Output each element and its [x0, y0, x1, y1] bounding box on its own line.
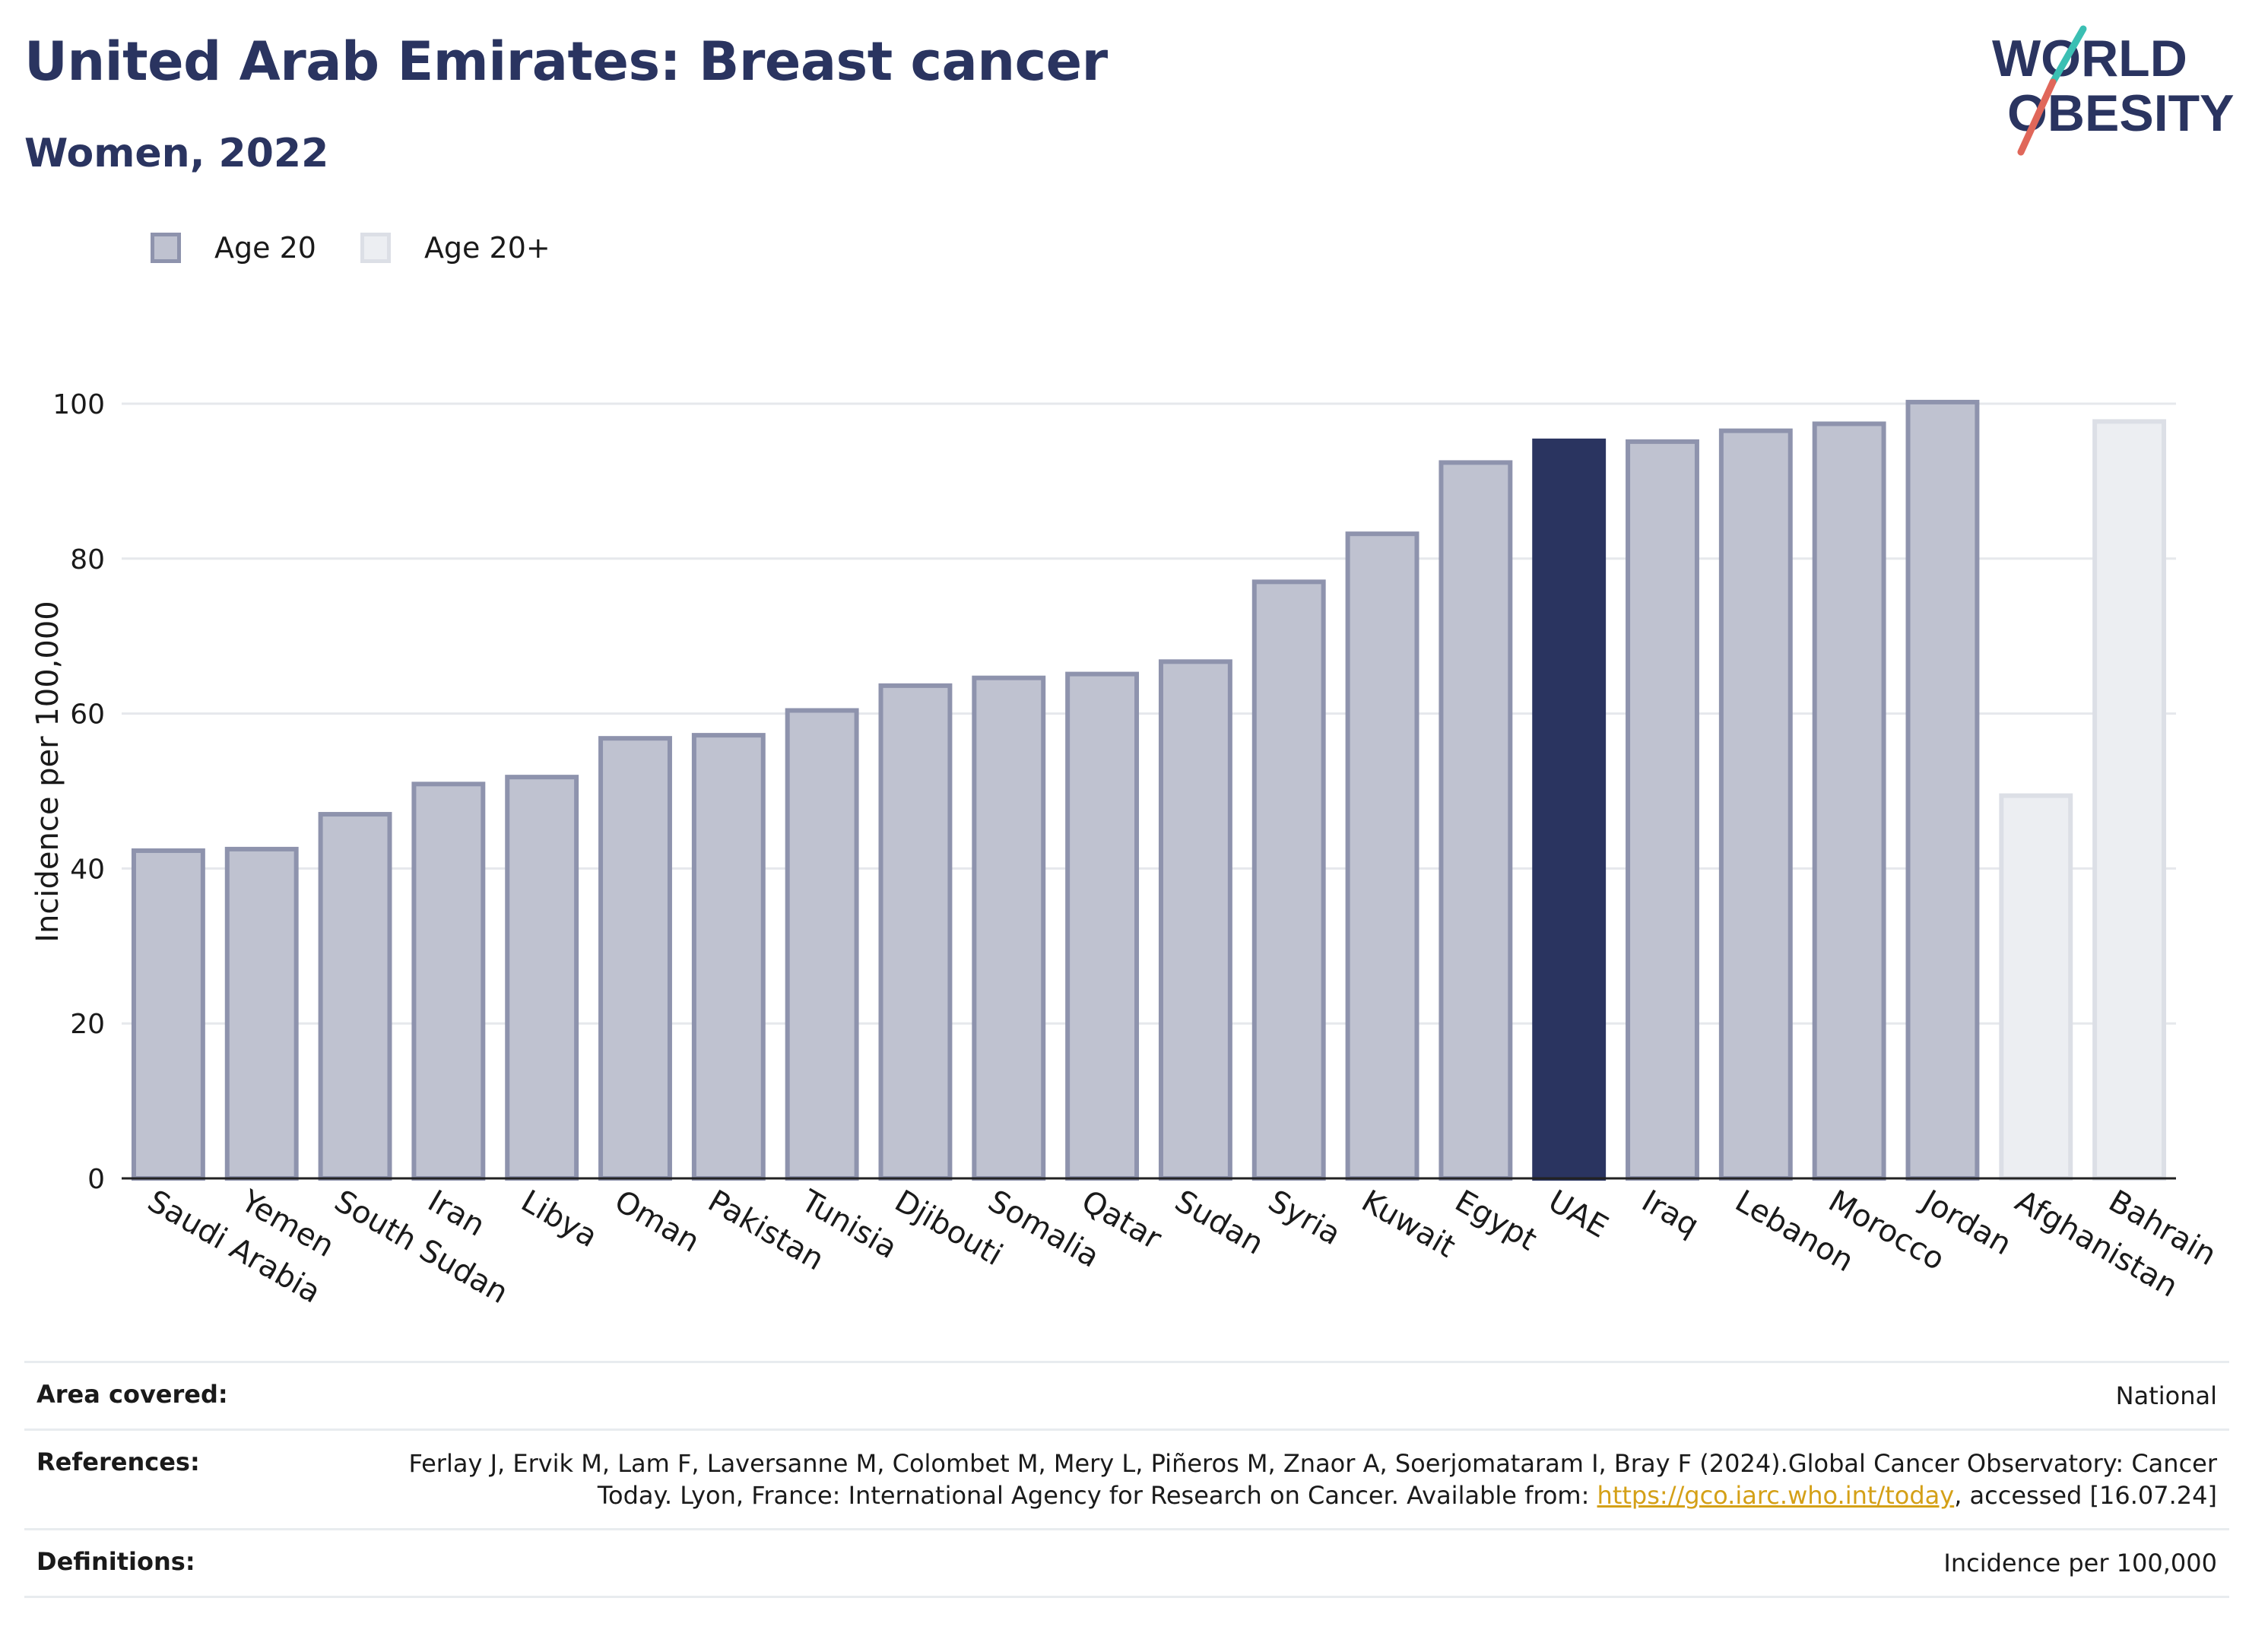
legend-label-age-20: Age 20 — [214, 231, 316, 265]
bar-libya — [505, 775, 579, 1181]
bar-yemen — [224, 846, 299, 1181]
bar-bahrain — [2092, 419, 2167, 1181]
legend-item-age-20[interactable]: Age 20 — [151, 231, 316, 265]
bar-oman — [598, 736, 672, 1181]
page-subtitle: Women, 2022 — [24, 131, 329, 176]
bar-djibouti — [878, 683, 953, 1181]
references-label: References: — [36, 1447, 200, 1476]
bar-sudan — [1158, 659, 1232, 1181]
references-value: Ferlay J, Ervik M, Lam F, Laversanne M, … — [392, 1447, 2217, 1511]
legend-label-age-20-plus: Age 20+ — [423, 231, 550, 265]
legend-swatch-age-20 — [151, 233, 181, 263]
bar-iran — [411, 782, 486, 1181]
x-tick-label: South Sudan — [328, 1184, 514, 1311]
bar-afghanistan — [1999, 793, 2073, 1181]
logo-accent-coral — [2017, 78, 2057, 156]
x-tick-label: UAE — [1543, 1184, 1614, 1245]
footer-row-area: Area covered: National — [24, 1361, 2229, 1428]
chart-legend: Age 20 Age 20+ — [151, 225, 595, 271]
logo-text-world: WORLD — [1992, 30, 2187, 87]
bar-uae — [1532, 438, 1607, 1181]
definitions-label: Definitions: — [36, 1547, 195, 1576]
references-text: Ferlay J, Ervik M, Lam F, Laversanne M, … — [408, 1449, 2217, 1510]
y-tick-label: 60 — [70, 699, 105, 731]
bar-somalia — [972, 675, 1046, 1181]
footer-row-definitions: Definitions: Incidence per 100,000 — [24, 1528, 2229, 1598]
bar-saudi-arabia — [131, 848, 205, 1181]
bar-tunisia — [785, 708, 859, 1181]
y-tick-label: 100 — [52, 389, 105, 420]
chart-footer: Area covered: National References: Ferla… — [24, 1361, 2229, 1598]
area-covered-label: Area covered: — [36, 1380, 228, 1409]
references-link[interactable]: https://gco.iarc.who.int/today — [1597, 1481, 1955, 1510]
bar-lebanon — [1718, 428, 1793, 1181]
x-tick-label: Syria — [1262, 1184, 1347, 1252]
y-tick-label: 40 — [70, 854, 105, 885]
definitions-value: Incidence per 100,000 — [1943, 1549, 2217, 1577]
footer-row-references: References: Ferlay J, Ervik M, Lam F, La… — [24, 1428, 2229, 1528]
page-title: United Arab Emirates: Breast cancer — [24, 30, 1108, 93]
x-tick-label: Iraq — [1636, 1184, 1705, 1244]
references-accessed: , accessed [16.07.24] — [1954, 1481, 2217, 1510]
legend-swatch-age-20-plus — [360, 233, 391, 263]
bar-morocco — [1812, 421, 1886, 1181]
y-tick-label: 0 — [87, 1164, 105, 1195]
bar-egypt — [1439, 460, 1513, 1181]
bar-pakistan — [691, 733, 766, 1181]
x-tick-label: Libya — [515, 1184, 604, 1254]
y-axis-title: Incidence per 100,000 — [30, 601, 65, 943]
legend-item-age-20-plus[interactable]: Age 20+ — [360, 231, 550, 265]
area-covered-value: National — [2115, 1381, 2217, 1410]
bar-jordan — [1905, 399, 1980, 1181]
logo-accent-teal — [2049, 25, 2087, 86]
world-obesity-logo: WORLD OBESITY — [1992, 25, 2235, 156]
bar-syria — [1251, 579, 1326, 1181]
bar-iraq — [1626, 439, 1699, 1181]
y-tick-label: 80 — [70, 544, 105, 576]
x-tick-label: Egypt — [1449, 1184, 1543, 1258]
x-tick-label: Oman — [609, 1184, 706, 1260]
x-tick-label: Sudan — [1169, 1184, 1269, 1262]
bar-kuwait — [1345, 531, 1420, 1181]
x-tick-label: Kuwait — [1356, 1184, 1461, 1265]
x-tick-label: Djibouti — [889, 1184, 1008, 1273]
bar-south-sudan — [318, 812, 392, 1181]
bar-qatar — [1065, 671, 1140, 1181]
y-tick-label: 20 — [70, 1009, 105, 1040]
